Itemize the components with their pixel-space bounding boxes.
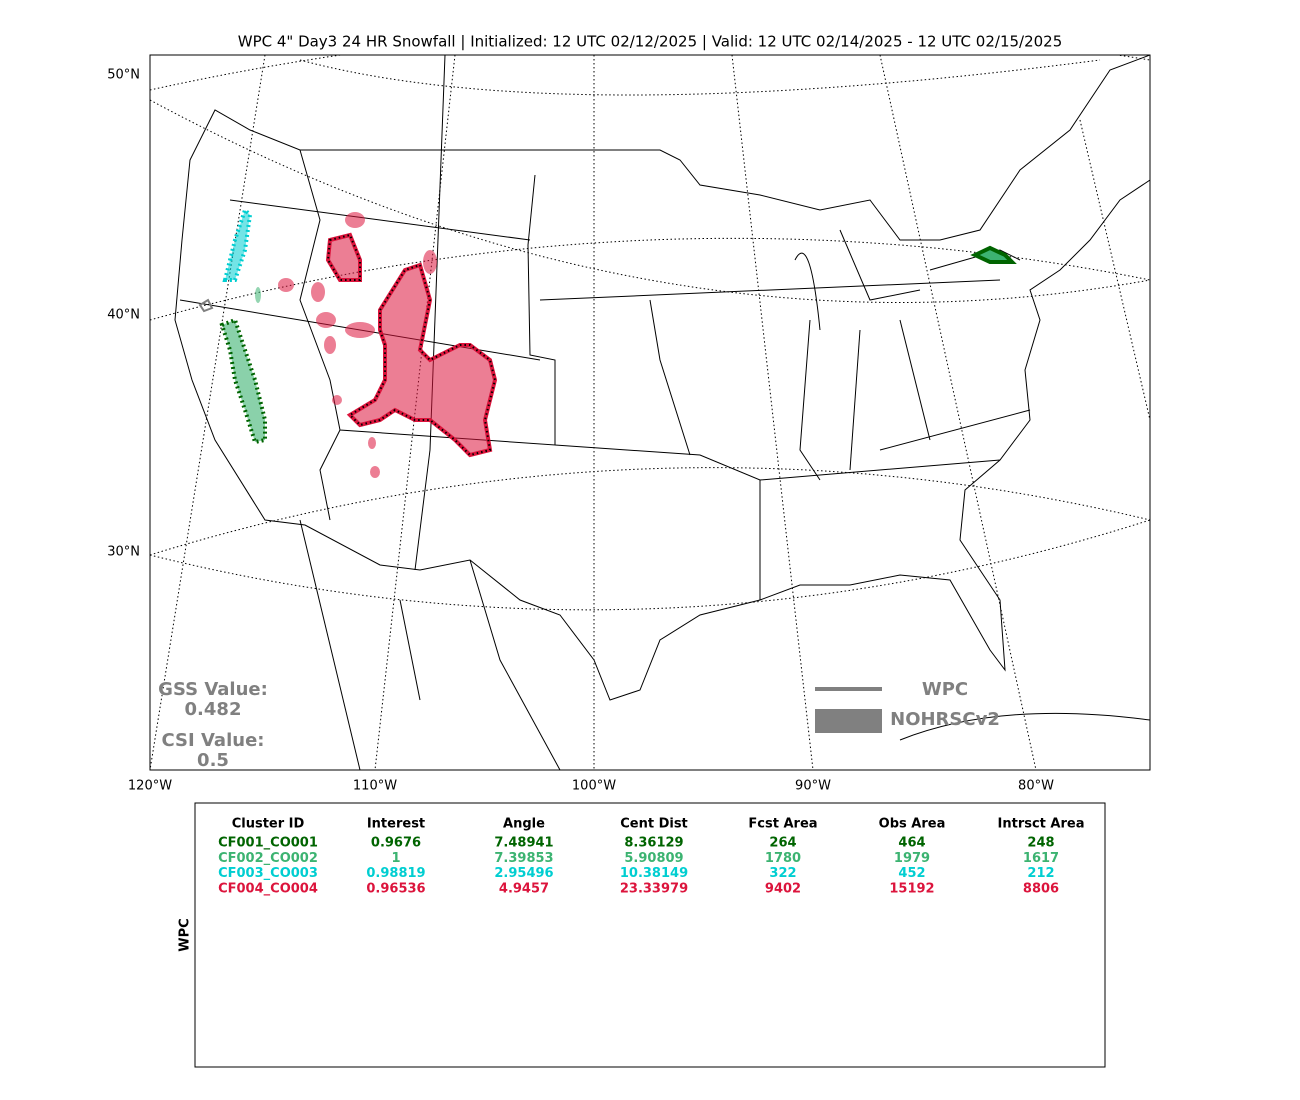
table-cell: 5.90809 [624, 851, 683, 866]
lat-labels: 50°N 40°N 30°N [107, 68, 140, 560]
table-header: Cluster ID [232, 817, 305, 832]
table-side-label: WPC [178, 918, 193, 951]
legend: WPC NOHRSCv2 [815, 679, 1000, 733]
table-cell: 2.95496 [494, 866, 553, 881]
table-cell: CF002_CO002 [218, 851, 318, 866]
table-cell: 322 [769, 866, 796, 881]
lon-labels: 120°W 110°W 100°W 90°W 80°W [128, 779, 1054, 794]
table-cell: 264 [769, 836, 796, 851]
table: WPC Cluster ID Interest Angle Cent Dist Fcst… [178, 802, 1106, 1068]
table-cell: 15192 [889, 881, 934, 896]
table-header: Intrsct Area [998, 817, 1085, 832]
table-cell: 212 [1027, 866, 1054, 881]
table-cell: 0.9676 [371, 836, 421, 851]
legend-label: WPC [922, 679, 968, 700]
map [149, 54, 1151, 771]
gss-label: GSS Value: [158, 679, 268, 700]
table-header: Angle [503, 817, 545, 832]
stats: GSS Value: 0.482 CSI Value: 0.5 [158, 679, 268, 771]
table-cell: 7.48941 [494, 836, 553, 851]
table-cell: 1617 [1023, 851, 1059, 866]
table-cell: 464 [898, 836, 925, 851]
lat-label: 40°N [107, 308, 140, 323]
lon-label: 120°W [128, 779, 172, 794]
clusters [198, 206, 1017, 478]
title: WPC 4" Day3 24 HR Snowfall | Initialized… [238, 33, 1063, 51]
table-cell: 248 [1027, 836, 1054, 851]
table-cell: 0.96536 [366, 881, 425, 896]
table-cell: 23.33979 [620, 881, 688, 896]
table-cell: 8806 [1023, 881, 1059, 896]
table-cell: 9402 [765, 881, 801, 896]
table-cell: 1979 [894, 851, 930, 866]
table-header: Interest [367, 817, 425, 832]
table-cell: 452 [898, 866, 925, 881]
legend-label: NOHRSCv2 [890, 709, 1000, 730]
table-cell: 10.38149 [620, 866, 688, 881]
lat-label: 30°N [107, 545, 140, 560]
csi-value: 0.5 [197, 750, 229, 771]
table-cell: 1780 [765, 851, 801, 866]
legend-swatch [815, 709, 882, 733]
table-cell: 0.98819 [366, 866, 425, 881]
table-cell: CF004_CO004 [218, 881, 318, 896]
table-cell: 4.9457 [499, 881, 549, 896]
table-header: Fcst Area [748, 817, 817, 832]
table-cell: CF003_CO003 [218, 866, 318, 881]
gss-value: 0.482 [185, 699, 242, 720]
lon-label: 80°W [1018, 779, 1054, 794]
csi-label: CSI Value: [162, 730, 265, 751]
table-header: Obs Area [879, 817, 946, 832]
lat-label: 50°N [107, 68, 140, 83]
table-cell: 1 [391, 851, 400, 866]
lon-label: 90°W [795, 779, 831, 794]
table-header: Cent Dist [620, 817, 688, 832]
table-cell: 8.36129 [624, 836, 683, 851]
lon-label: 110°W [353, 779, 397, 794]
table-cell: 7.39853 [494, 851, 553, 866]
lon-label: 100°W [572, 779, 616, 794]
table-cell: CF001_CO001 [218, 836, 318, 851]
